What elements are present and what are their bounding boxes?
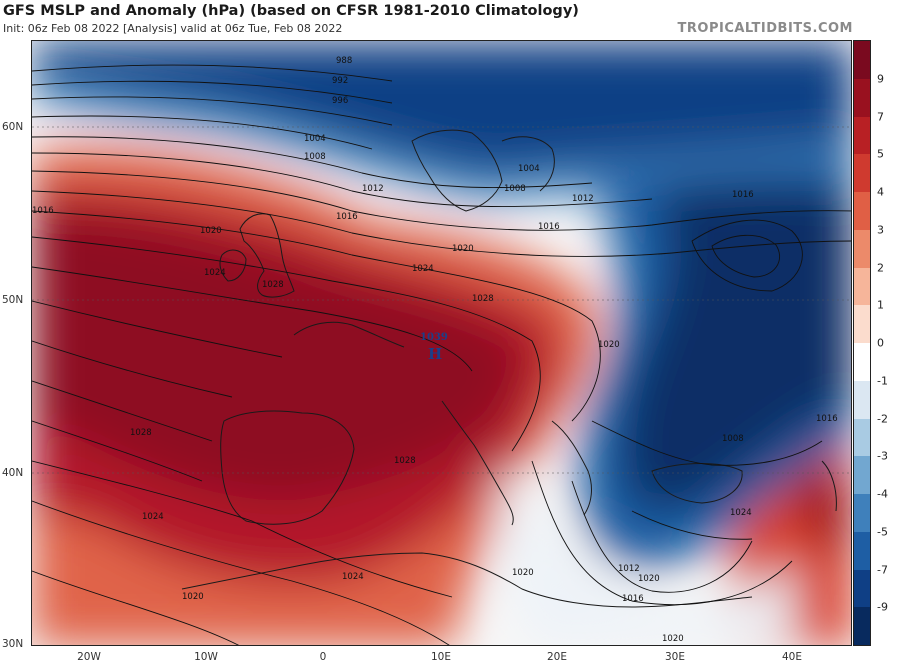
colorbar-segment	[854, 607, 870, 645]
lon-label: 20W	[77, 651, 101, 663]
colorbar-segment	[854, 494, 870, 532]
site-credit: TROPICALTIDBITS.COM	[677, 21, 853, 36]
isobar-label: 996	[332, 96, 348, 106]
colorbar-label: -1	[877, 374, 888, 388]
isobar-label: 1016	[538, 222, 560, 232]
isobar-label: 1024	[412, 264, 434, 274]
colorbar-segment	[854, 154, 870, 192]
colorbar-segment	[854, 418, 870, 457]
colorbar-label: 7	[877, 110, 884, 123]
isobar-label: 1024	[730, 508, 752, 518]
isobar-label: 1012	[362, 184, 384, 194]
coastlines	[181, 129, 837, 608]
isobar-label: 1012	[572, 194, 594, 204]
lon-label: 20E	[547, 651, 567, 663]
isobar-label: 1024	[204, 268, 226, 278]
colorbar-label: 9	[877, 72, 884, 86]
colorbar-segment	[854, 305, 870, 343]
isobar-label-group: 988 992 996 1004 1008 1012 1016 1020 102…	[32, 56, 838, 644]
colorbar-segment	[854, 116, 870, 155]
isobar-label: 1020	[598, 340, 620, 350]
colorbar-label: -9	[877, 600, 888, 614]
isobar-label: 1004	[518, 164, 540, 174]
colorbar-segment	[854, 229, 870, 268]
graticule	[32, 126, 851, 474]
colorbar-segment	[854, 267, 870, 306]
lat-label: 30N	[2, 638, 24, 650]
isobar-label: 1016	[622, 594, 644, 604]
colorbar-segment	[854, 192, 870, 230]
isobar-label: 1016	[732, 190, 754, 200]
colorbar-label: -5	[877, 525, 888, 539]
lon-label: 10W	[194, 651, 218, 663]
isobar-label: 1008	[504, 184, 526, 194]
colorbar-label: 2	[877, 261, 884, 274]
lat-label: 50N	[2, 294, 24, 306]
isobar-label: 1020	[512, 568, 534, 578]
colorbar-label: -7	[877, 563, 888, 576]
isobar-label: 1016	[336, 212, 358, 222]
lon-label: 40E	[782, 651, 802, 663]
isobar-label: 1024	[142, 512, 164, 522]
colorbar-label: -3	[877, 449, 888, 463]
lon-label: 10E	[431, 651, 451, 663]
colorbar-label: 1	[877, 298, 884, 312]
isobar-label: 1028	[472, 294, 494, 304]
isobar-label: 1028	[262, 280, 284, 290]
isobar-label: 1020	[638, 574, 660, 584]
isobar-label: 1028	[130, 428, 152, 438]
colorbar-label: 5	[877, 147, 884, 161]
high-pressure-center: 1039 H	[420, 332, 448, 363]
colorbar-segment	[854, 456, 870, 494]
chart-title: GFS MSLP and Anomaly (hPa) (based on CFS…	[3, 3, 579, 19]
map-panel: 988 992 996 1004 1008 1012 1016 1020 102…	[31, 40, 852, 646]
colorbar-segment	[854, 531, 870, 570]
isobar-label: 1016	[816, 414, 838, 424]
colorbar-segment	[854, 380, 870, 419]
isobar-label: 1024	[342, 572, 364, 582]
colorbar-segment	[854, 569, 870, 608]
chart-subtitle: Init: 06z Feb 08 2022 [Analysis] valid a…	[3, 22, 343, 35]
lon-label: 0	[319, 651, 327, 663]
isobar-label: 1008	[722, 434, 744, 444]
colorbar-label: -2	[877, 412, 888, 425]
colorbar-segment	[854, 78, 870, 117]
lon-label: 30E	[665, 651, 685, 663]
high-center-value: 1039	[420, 332, 448, 343]
colorbar-label: 3	[877, 223, 884, 237]
colorbar-segment	[854, 343, 870, 381]
isobar-label: 992	[332, 76, 348, 86]
colorbar	[853, 40, 871, 646]
colorbar-label: -4	[877, 487, 888, 501]
isobar-label: 1020	[662, 634, 684, 644]
lat-label: 60N	[2, 121, 24, 133]
isobar-label: 1020	[200, 226, 222, 236]
isobars	[32, 64, 851, 645]
isobar-label: 1008	[304, 152, 326, 162]
isobar-label: 988	[336, 56, 352, 66]
colorbar-label: 4	[877, 185, 884, 199]
colorbar-segment	[854, 41, 870, 79]
anomaly-map: 988 992 996 1004 1008 1012 1016 1020 102…	[32, 41, 851, 645]
isobar-label: 1028	[394, 456, 416, 466]
high-center-letter: H	[428, 345, 442, 363]
isobar-label: 1020	[182, 592, 204, 602]
colorbar-label: 0	[877, 336, 884, 350]
lat-label: 40N	[2, 467, 24, 479]
isobar-label: 1016	[32, 206, 54, 216]
isobar-label: 1012	[618, 564, 640, 574]
isobar-label: 1020	[452, 244, 474, 254]
isobar-label: 1004	[304, 134, 326, 144]
